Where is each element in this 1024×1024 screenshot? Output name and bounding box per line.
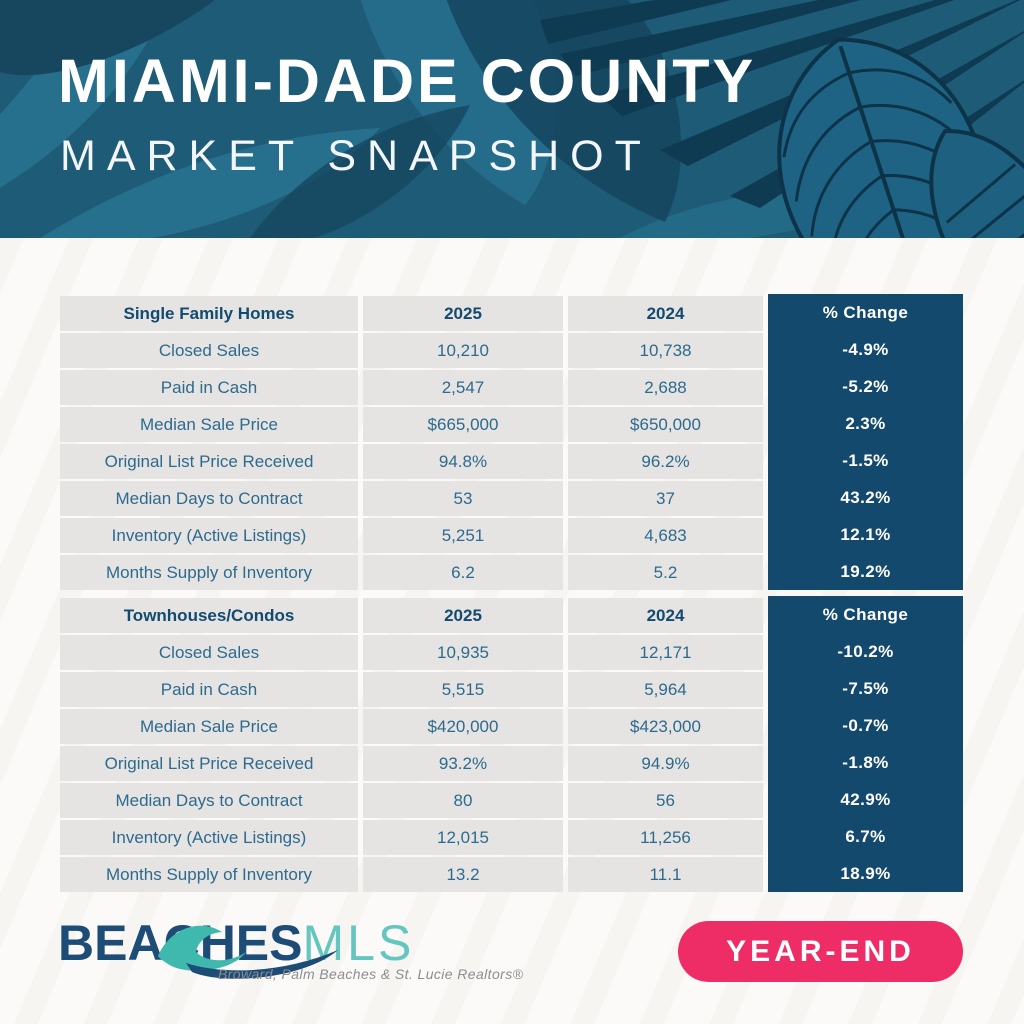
year-end-badge: YEAR-END <box>678 921 963 982</box>
logo-text-bea: BEA <box>58 915 164 971</box>
year-value-cell: 37 <box>568 481 763 516</box>
table-title-cell: Townhouses/Condos <box>60 598 358 633</box>
year-value-cell: 10,210 <box>363 333 563 368</box>
table-row: Median Sale Price $420,000 $423,000 -0.7% <box>60 707 963 744</box>
table-row: Months Supply of Inventory 13.2 11.1 18.9% <box>60 855 963 892</box>
change-value-cell: -4.9% <box>768 331 963 368</box>
change-header-cell: % Change <box>768 294 963 331</box>
metric-label-cell: Closed Sales <box>60 635 358 670</box>
year-value-cell: 80 <box>363 783 563 818</box>
metric-label-cell: Median Days to Contract <box>60 783 358 818</box>
year-value-cell: 6.2 <box>363 555 563 590</box>
change-value-cell: 6.7% <box>768 818 963 855</box>
change-value-cell: 19.2% <box>768 553 963 590</box>
year-header-cell: 2024 <box>568 296 763 331</box>
year-value-cell: 11,256 <box>568 820 763 855</box>
logo-text-mls: MLS <box>302 915 415 971</box>
year-value-cell: 12,171 <box>568 635 763 670</box>
year-value-cell: 5,515 <box>363 672 563 707</box>
page-subtitle: MARKET SNAPSHOT <box>60 132 652 180</box>
table-row: Closed Sales 10,935 12,171 -10.2% <box>60 633 963 670</box>
change-value-cell: -7.5% <box>768 670 963 707</box>
metric-label-cell: Months Supply of Inventory <box>60 555 358 590</box>
table-row: Inventory (Active Listings) 12,015 11,256 6… <box>60 818 963 855</box>
metric-label-cell: Closed Sales <box>60 333 358 368</box>
table-row: Original List Price Received 93.2% 94.9% -1… <box>60 744 963 781</box>
logo-tagline: Broward, Palm Beaches & St. Lucie Realto… <box>218 966 524 982</box>
year-value-cell: 96.2% <box>568 444 763 479</box>
table-row: Original List Price Received 94.8% 96.2% -1… <box>60 442 963 479</box>
metric-label-cell: Median Sale Price <box>60 709 358 744</box>
year-header-cell: 2024 <box>568 598 763 633</box>
table-row: Median Sale Price $665,000 $650,000 2.3% <box>60 405 963 442</box>
year-value-cell: 2,688 <box>568 370 763 405</box>
table-row: Closed Sales 10,210 10,738 -4.9% <box>60 331 963 368</box>
metric-label-cell: Original List Price Received <box>60 444 358 479</box>
change-value-cell: -10.2% <box>768 633 963 670</box>
metric-label-cell: Paid in Cash <box>60 370 358 405</box>
year-value-cell: 94.9% <box>568 746 763 781</box>
table-row: Median Days to Contract 80 56 42.9% <box>60 781 963 818</box>
year-value-cell: 53 <box>363 481 563 516</box>
metric-label-cell: Paid in Cash <box>60 672 358 707</box>
header-banner: MIAMI-DADE COUNTY MARKET SNAPSHOT <box>0 0 1024 238</box>
change-value-cell: 42.9% <box>768 781 963 818</box>
year-value-cell: $420,000 <box>363 709 563 744</box>
year-value-cell: 10,935 <box>363 635 563 670</box>
change-value-cell: -5.2% <box>768 368 963 405</box>
year-value-cell: 5,964 <box>568 672 763 707</box>
table-row: Median Days to Contract 53 37 43.2% <box>60 479 963 516</box>
year-value-cell: $665,000 <box>363 407 563 442</box>
wave-icon <box>157 925 338 979</box>
year-value-cell: $650,000 <box>568 407 763 442</box>
year-value-cell: 4,683 <box>568 518 763 553</box>
metric-label-cell: Months Supply of Inventory <box>60 857 358 892</box>
table-single-family-homes: Single Family Homes 2025 2024% Change Close… <box>60 294 963 590</box>
year-value-cell: 11.1 <box>568 857 763 892</box>
year-value-cell: 94.8% <box>363 444 563 479</box>
year-value-cell: 93.2% <box>363 746 563 781</box>
change-value-cell: -1.5% <box>768 442 963 479</box>
year-value-cell: 56 <box>568 783 763 818</box>
table-header-row: Townhouses/Condos 2025 2024% Change <box>60 596 963 633</box>
tropical-leaf-pattern-icon <box>0 0 1024 238</box>
table-townhouses-condos: Townhouses/Condos 2025 2024% Change Closed … <box>60 596 963 892</box>
year-value-cell: 13.2 <box>363 857 563 892</box>
metric-label-cell: Median Sale Price <box>60 407 358 442</box>
table-row: Paid in Cash 2,547 2,688 -5.2% <box>60 368 963 405</box>
change-header-cell: % Change <box>768 596 963 633</box>
year-value-cell: 2,547 <box>363 370 563 405</box>
change-value-cell: 12.1% <box>768 516 963 553</box>
table-row: Inventory (Active Listings) 5,251 4,683 12.… <box>60 516 963 553</box>
beachesmls-logo: BEAC HESMLS <box>58 914 415 979</box>
change-value-cell: 43.2% <box>768 479 963 516</box>
metric-label-cell: Inventory (Active Listings) <box>60 820 358 855</box>
change-value-cell: 2.3% <box>768 405 963 442</box>
metric-label-cell: Median Days to Contract <box>60 481 358 516</box>
year-value-cell: 12,015 <box>363 820 563 855</box>
page-title: MIAMI-DADE COUNTY <box>58 47 757 115</box>
year-value-cell: $423,000 <box>568 709 763 744</box>
change-value-cell: 18.9% <box>768 855 963 892</box>
table-header-row: Single Family Homes 2025 2024% Change <box>60 294 963 331</box>
year-value-cell: 5.2 <box>568 555 763 590</box>
metric-label-cell: Inventory (Active Listings) <box>60 518 358 553</box>
year-header-cell: 2025 <box>363 296 563 331</box>
table-title-cell: Single Family Homes <box>60 296 358 331</box>
year-header-cell: 2025 <box>363 598 563 633</box>
change-value-cell: -1.8% <box>768 744 963 781</box>
table-row: Paid in Cash 5,515 5,964 -7.5% <box>60 670 963 707</box>
table-row: Months Supply of Inventory 6.2 5.2 19.2% <box>60 553 963 590</box>
change-value-cell: -0.7% <box>768 707 963 744</box>
year-value-cell: 5,251 <box>363 518 563 553</box>
tables-section: Single Family Homes 2025 2024% Change Close… <box>60 294 963 900</box>
metric-label-cell: Original List Price Received <box>60 746 358 781</box>
year-value-cell: 10,738 <box>568 333 763 368</box>
